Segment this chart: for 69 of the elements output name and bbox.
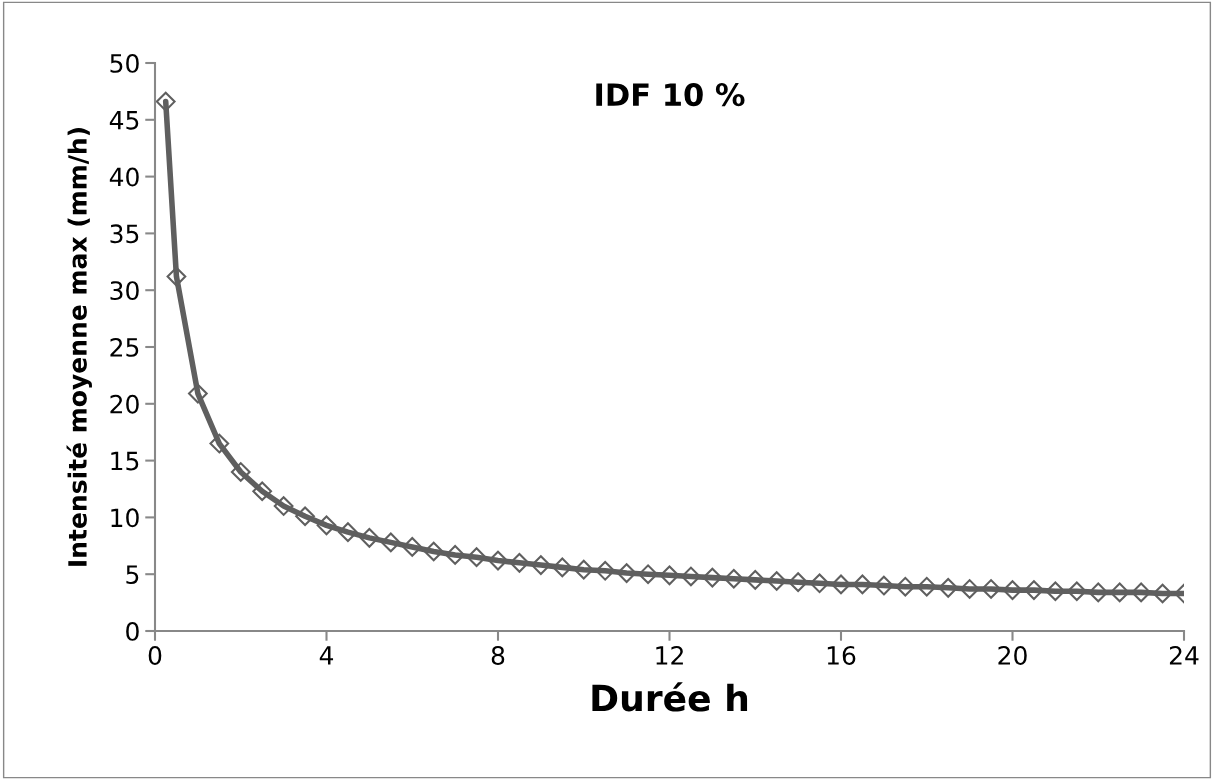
point (188, 383, 208, 404)
point (852, 574, 873, 595)
point (488, 550, 508, 571)
point (723, 568, 744, 589)
point (338, 522, 358, 543)
y-tick-label: 10 (111, 508, 139, 528)
y-tick-label: 50 (110, 53, 139, 73)
y-tick-label: 40 (109, 167, 139, 187)
point (916, 576, 937, 597)
point (573, 559, 594, 580)
y-tick-label: 30 (110, 281, 139, 301)
point (230, 462, 251, 482)
point (766, 571, 787, 591)
point (874, 575, 894, 596)
point (1045, 581, 1066, 602)
point (895, 576, 916, 597)
point (509, 552, 530, 573)
y-tick-label: 45 (109, 111, 139, 130)
point (252, 481, 273, 502)
point (445, 545, 465, 565)
point (1109, 582, 1130, 603)
y-tick-label: 0 (126, 621, 139, 641)
y-tick-label: 15 (111, 451, 139, 471)
point (1152, 583, 1173, 604)
point (466, 547, 487, 568)
x-tick-label: 0 (148, 646, 162, 665)
point (659, 565, 680, 586)
y-tick-label: 20 (110, 394, 139, 414)
point (295, 506, 315, 527)
point (638, 564, 658, 585)
x-tick-label: 16 (827, 646, 856, 665)
point (745, 570, 766, 590)
point (1024, 580, 1044, 600)
point (380, 532, 401, 553)
x-tick-label: 4 (319, 646, 334, 665)
point (423, 541, 444, 562)
point (959, 579, 980, 599)
point (809, 573, 830, 594)
point (938, 577, 959, 598)
point (616, 563, 637, 583)
point (831, 574, 851, 595)
point (1131, 582, 1151, 603)
point (1066, 581, 1087, 602)
point (595, 560, 616, 581)
point (209, 433, 230, 454)
x-axis-title: Durée h (592, 682, 748, 712)
x-tick-label: 8 (491, 646, 505, 665)
point (981, 579, 1001, 599)
point (155, 91, 176, 112)
point (531, 555, 551, 575)
text: IDF 10 % (596, 83, 745, 107)
y-tick-label: 35 (110, 224, 139, 244)
x-tick-label: 24 (1169, 646, 1199, 665)
point (359, 527, 380, 548)
point (788, 572, 808, 593)
y-tick-label: 5 (126, 565, 139, 585)
y-axis-title: Intensité moyenne max (mm/h) (66, 128, 92, 566)
point (402, 537, 423, 557)
point (166, 266, 187, 287)
point (681, 566, 701, 587)
point (316, 515, 337, 536)
point (273, 496, 294, 516)
point (1088, 582, 1109, 603)
point (702, 567, 723, 588)
point (1002, 580, 1023, 600)
point (552, 557, 573, 578)
x-tick-label: 20 (998, 646, 1027, 665)
y-tick-label: 25 (110, 337, 139, 357)
x-tick-label: 12 (656, 646, 683, 665)
